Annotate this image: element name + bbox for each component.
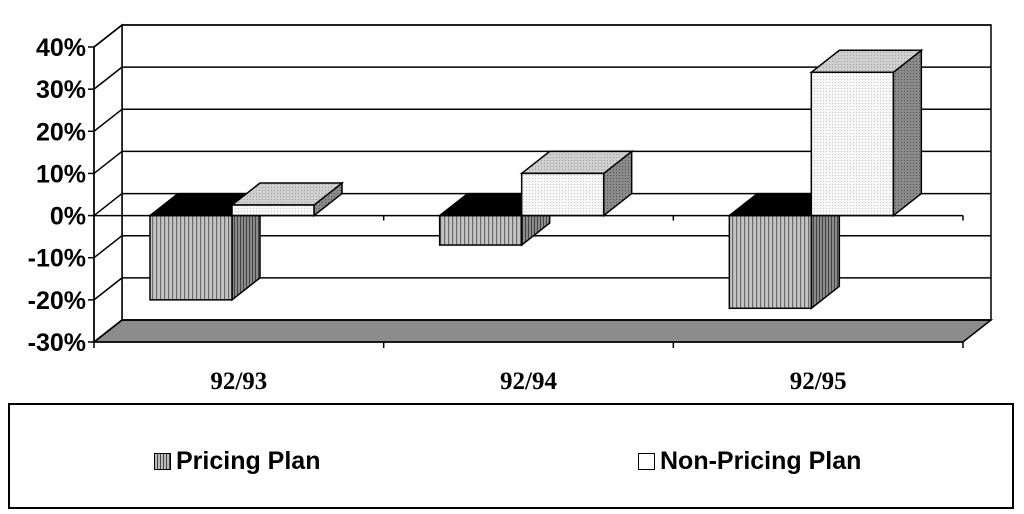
bar-front	[810, 71, 895, 217]
gridline-side	[93, 150, 123, 175]
chart-axis-layer: 40% 30% 20% 10% 0% -10% -20% -30% 92/93 92/94 92/9…	[28, 34, 964, 395]
chart: 40% 30% 20% 10% 0% -10% -20% -30% 92/93 92/94 92/9…	[28, 23, 994, 395]
x-tick-label: 92/93	[210, 368, 267, 395]
legend: Pricing Plan Non-Pricing Plan	[8, 403, 1014, 509]
y-tick-label: -20%	[28, 287, 86, 315]
bar-non-pricing-plan-92/94	[519, 149, 634, 218]
y-tick-label: 40%	[36, 34, 86, 62]
chart-bars-layer	[147, 48, 924, 310]
legend-label-pricing-plan: Pricing Plan	[176, 447, 321, 475]
y-tick-label: 0%	[50, 203, 86, 231]
bar-non-pricing-plan-92/95	[809, 48, 924, 218]
gridline-side	[93, 24, 123, 48]
y-tick-label: 30%	[36, 76, 86, 104]
gridline-side	[93, 192, 123, 217]
gridline-side	[93, 235, 123, 259]
bar-front	[520, 172, 605, 217]
bar-front	[231, 204, 315, 217]
bar-pricing-plan-92/95	[727, 192, 842, 310]
bar-front	[149, 214, 233, 301]
bar-front	[438, 214, 523, 246]
chart-floor	[91, 319, 994, 343]
gridline-side	[93, 66, 123, 90]
gridline-side	[93, 108, 123, 132]
x-tick-label: 92/94	[500, 368, 557, 395]
legend-swatch-non-pricing-plan	[638, 453, 655, 470]
legend-label-non-pricing-plan: Non-Pricing Plan	[660, 447, 862, 475]
y-tick-label: -10%	[28, 245, 86, 273]
y-tick-label: 10%	[36, 160, 86, 188]
chart-side-wall	[93, 23, 123, 344]
y-tick-label: 20%	[36, 118, 86, 146]
y-tick-label: -30%	[28, 329, 86, 357]
gridline-side	[93, 319, 123, 343]
bar-non-pricing-plan-92/93	[229, 181, 345, 218]
bar-side	[892, 48, 923, 218]
bar-front	[728, 214, 813, 310]
legend-item-pricing-plan: Pricing Plan	[154, 447, 320, 476]
legend-item-non-pricing-plan: Non-Pricing Plan	[638, 447, 861, 476]
gridline-side	[93, 277, 123, 301]
legend-swatch-pricing-plan	[154, 453, 171, 470]
x-tick-label: 92/95	[790, 368, 847, 395]
